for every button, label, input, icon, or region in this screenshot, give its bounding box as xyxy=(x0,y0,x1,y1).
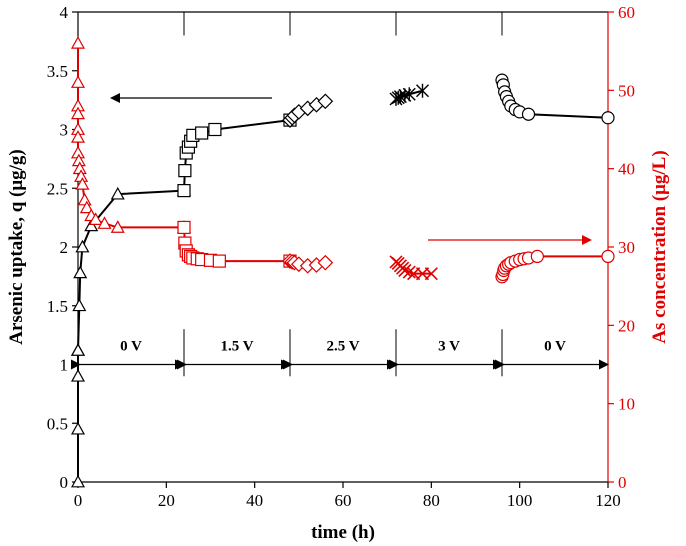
x-tick-label: 40 xyxy=(246,491,263,510)
x-tick-label: 0 xyxy=(74,491,83,510)
right-tick-label: 40 xyxy=(618,160,635,179)
x-tick-label: 100 xyxy=(507,491,533,510)
square-point xyxy=(195,126,209,140)
series-right-circle xyxy=(495,249,615,284)
phase-label: 2.5 V xyxy=(326,338,359,354)
triangle-point xyxy=(110,220,125,233)
phase-label: 1.5 V xyxy=(220,338,253,354)
square-point xyxy=(177,184,191,198)
series-left-triangle xyxy=(70,183,192,488)
left-tick-label: 0 xyxy=(60,473,69,492)
data-series xyxy=(70,36,615,488)
circle-point xyxy=(601,249,615,263)
x-point xyxy=(398,263,412,278)
diamond-point xyxy=(317,254,334,271)
triangle-point xyxy=(97,216,112,229)
circle-point xyxy=(521,107,536,121)
right-axis-ticks: 0 10 20 30 40 50 60 xyxy=(608,3,635,492)
triangle-point xyxy=(70,36,86,49)
triangle-point xyxy=(70,130,86,143)
x-tick-label: 80 xyxy=(423,491,440,510)
triangle-point xyxy=(75,177,90,190)
right-tick-label: 10 xyxy=(618,395,635,414)
left-axis-ticks: 0 0.5 1 1.5 2 2.5 3 3.5 4 xyxy=(47,3,78,492)
left-tick-label: 2 xyxy=(60,238,69,257)
x-tick-label: 20 xyxy=(158,491,175,510)
left-tick-label: 3.5 xyxy=(47,62,68,81)
triangle-point xyxy=(75,239,90,253)
x-axis-title: time (h) xyxy=(311,522,375,543)
left-axis-title: Arsenic uptake, q (μg/g) xyxy=(6,149,27,345)
triangle-point xyxy=(70,343,86,356)
left-tick-label: 0.5 xyxy=(47,414,68,433)
left-tick-label: 3 xyxy=(60,121,69,140)
series-right-triangle xyxy=(70,36,192,233)
phase-annotations: 0 V 1.5 V 2.5 V 3 V 0 V xyxy=(71,12,609,377)
series-left-diamond xyxy=(282,93,334,128)
phase-label: 0 V xyxy=(544,338,566,354)
left-tick-label: 2.5 xyxy=(47,179,68,198)
triangle-point xyxy=(70,106,86,120)
series-line xyxy=(77,189,185,482)
circle-point xyxy=(601,111,615,125)
series-right-diamond xyxy=(282,253,334,274)
triangle-point xyxy=(88,212,103,225)
right-tick-label: 30 xyxy=(618,238,635,257)
series-left-star xyxy=(389,83,429,106)
square-point xyxy=(178,164,192,178)
triangle-point xyxy=(72,298,87,312)
x-point xyxy=(402,265,416,279)
square-point xyxy=(212,254,226,268)
star-point xyxy=(402,87,416,102)
series-line xyxy=(77,43,184,229)
right-tick-label: 50 xyxy=(618,81,635,100)
diamond-point xyxy=(317,93,334,110)
series-left-square xyxy=(177,113,297,198)
x-point xyxy=(424,267,438,281)
triangle-point xyxy=(70,421,86,435)
square-point xyxy=(208,122,222,137)
triangle-point xyxy=(70,369,86,382)
right-tick-label: 20 xyxy=(618,316,635,335)
left-tick-label: 4 xyxy=(60,3,69,22)
star-point xyxy=(416,83,429,98)
x-tick-label: 60 xyxy=(335,491,352,510)
left-tick-label: 1.5 xyxy=(47,297,68,316)
series-left-circle xyxy=(495,73,615,125)
right-tick-label: 60 xyxy=(618,3,635,22)
left-tick-label: 1 xyxy=(60,356,69,375)
x-axis-ticks: 0 20 40 60 80 100 120 xyxy=(74,482,621,510)
triangle-point xyxy=(70,474,86,488)
triangle-point xyxy=(79,200,94,214)
circle-point xyxy=(530,249,544,263)
triangle-point xyxy=(110,186,125,200)
triangle-point xyxy=(84,218,99,232)
right-axis-title: As concentration (μg/L) xyxy=(649,150,670,343)
right-tick-label: 0 xyxy=(618,473,627,492)
square-point xyxy=(177,220,191,235)
series-right-x xyxy=(389,255,438,281)
triangle-point xyxy=(70,75,86,88)
phase-label: 3 V xyxy=(438,338,460,354)
phase-label: 0 V xyxy=(120,338,142,354)
x-tick-label: 120 xyxy=(595,491,621,510)
triangle-point xyxy=(77,192,92,206)
triangle-point xyxy=(73,265,88,279)
series-right-square xyxy=(177,220,297,268)
